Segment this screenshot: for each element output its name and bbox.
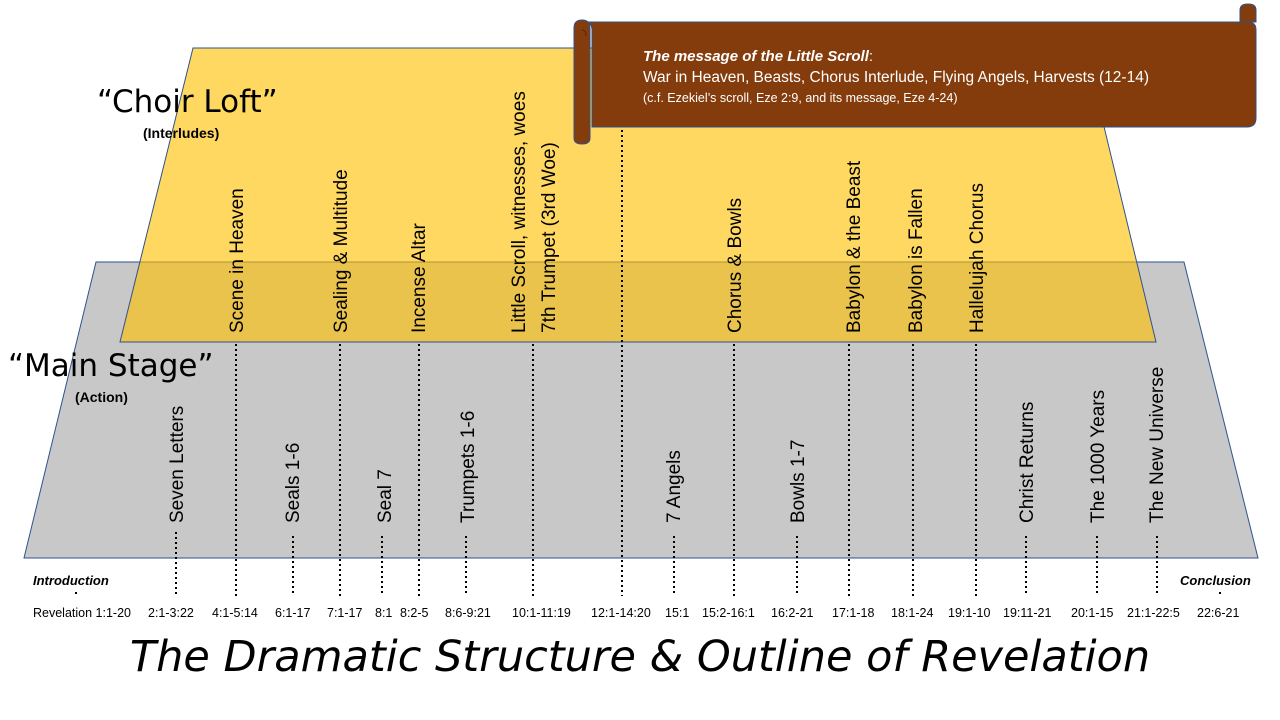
scripture-reference: 20:1-15 [1071, 606, 1113, 620]
interlude-label: Hallelujah Chorus [967, 183, 988, 333]
scroll-note: (c.f. Ezekiel’s scroll, Eze 2:9, and its… [643, 91, 958, 105]
action-label: Trumpets 1-6 [458, 411, 479, 523]
scripture-reference: 2:1-3:22 [148, 606, 194, 620]
interlude-label: 7th Trumpet (3rd Woe) [539, 142, 560, 333]
main-stage-label: “Main Stage” [8, 348, 214, 384]
action-label: Seven Letters [167, 406, 188, 523]
divider-lines [75, 110, 1221, 596]
scripture-reference: 17:1-18 [832, 606, 874, 620]
action-label: Christ Returns [1017, 402, 1038, 523]
scripture-reference: 21:1-22:5 [1127, 606, 1180, 620]
scripture-reference: 8:2-5 [400, 606, 429, 620]
scripture-reference: 10:1-11:19 [512, 606, 571, 620]
scripture-reference: 6:1-17 [275, 606, 310, 620]
scripture-reference: 18:1-24 [891, 606, 933, 620]
interlude-label: Babylon is Fallen [906, 188, 927, 333]
choir-loft-label: “Choir Loft” [97, 84, 278, 120]
scripture-reference: 4:1-5:14 [212, 606, 258, 620]
conclusion-label: Conclusion [1180, 573, 1251, 588]
interlude-label: Scene in Heaven [227, 188, 248, 333]
introduction-label: Introduction [33, 573, 109, 588]
main-stage-sublabel: (Action) [75, 389, 128, 405]
action-label: 7 Angels [664, 450, 685, 523]
scroll-title: The message of the Little Scroll: [643, 48, 1149, 65]
scripture-reference: 7:1-17 [327, 606, 362, 620]
scroll-title-text: The message of the Little Scroll [643, 48, 869, 65]
scroll-description: War in Heaven, Beasts, Chorus Interlude,… [643, 69, 1149, 86]
action-label: Bowls 1-7 [788, 440, 809, 523]
scripture-reference: 19:1-10 [948, 606, 990, 620]
interlude-label: Sealing & Multitude [331, 169, 352, 333]
choir-loft-sublabel: (Interludes) [143, 125, 220, 141]
scripture-reference: Revelation 1:1-20 [33, 606, 131, 620]
scripture-reference: 15:1 [665, 606, 689, 620]
scripture-reference: 15:2-16:1 [702, 606, 755, 620]
scripture-reference: 12:1-14:20 [591, 606, 651, 620]
little-scroll-banner [573, 3, 1257, 145]
scripture-reference: 22:6-21 [1197, 606, 1239, 620]
scripture-reference: 8:6-9:21 [445, 606, 491, 620]
interlude-label: Incense Altar [409, 222, 430, 333]
action-label: The New Universe [1147, 367, 1168, 523]
interlude-label: Little Scroll, witnesses, woes [509, 91, 530, 333]
action-label: Seals 1-6 [283, 443, 304, 523]
action-label: Seal 7 [375, 469, 396, 523]
scripture-reference: 16:2-21 [771, 606, 813, 620]
action-label: The 1000 Years [1088, 390, 1109, 523]
scripture-reference: 19:11-21 [1003, 606, 1051, 620]
interlude-label: Babylon & the Beast [844, 160, 865, 333]
page-title: The Dramatic Structure & Outline of Reve… [129, 632, 1151, 682]
scroll-title-colon: : [868, 48, 874, 65]
scripture-reference: 8:1 [375, 606, 392, 620]
interlude-label: Chorus & Bowls [725, 198, 746, 333]
scroll-text-block: The message of the Little Scroll: War in… [643, 48, 1149, 105]
